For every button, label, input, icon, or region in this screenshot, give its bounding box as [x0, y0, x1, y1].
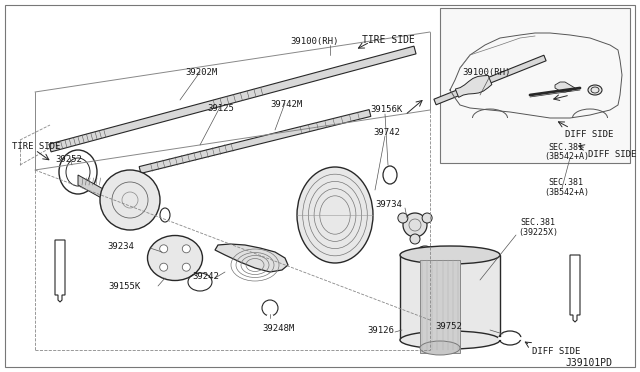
Circle shape: [182, 245, 190, 253]
Text: 39202M: 39202M: [185, 68, 217, 77]
Circle shape: [182, 263, 190, 271]
Polygon shape: [215, 244, 288, 272]
Bar: [440, 8, 630, 163]
Text: 39156K: 39156K: [370, 105, 403, 114]
Text: SEC.381: SEC.381: [548, 143, 583, 152]
Ellipse shape: [420, 341, 460, 355]
Ellipse shape: [59, 150, 97, 194]
Ellipse shape: [588, 85, 602, 95]
Text: 39248M: 39248M: [262, 324, 294, 333]
Text: J39101PD: J39101PD: [565, 358, 612, 368]
Polygon shape: [434, 55, 546, 105]
Text: (3B542+A): (3B542+A): [544, 188, 589, 197]
Ellipse shape: [147, 235, 202, 280]
Circle shape: [398, 213, 408, 223]
Text: 39234: 39234: [107, 242, 134, 251]
Text: TIRE SIDE: TIRE SIDE: [12, 142, 60, 151]
Polygon shape: [570, 255, 580, 322]
Text: 39100(RH): 39100(RH): [290, 37, 339, 46]
Text: 39252: 39252: [55, 155, 82, 164]
Text: 39100(RH): 39100(RH): [462, 68, 510, 77]
Ellipse shape: [400, 331, 500, 349]
Circle shape: [100, 170, 160, 230]
Bar: [400, 255, 500, 340]
Text: 39752: 39752: [435, 322, 462, 331]
Text: 39155K: 39155K: [108, 282, 140, 291]
Circle shape: [422, 213, 432, 223]
Polygon shape: [78, 175, 105, 200]
Text: (3B542+A): (3B542+A): [544, 152, 589, 161]
Text: TIRE SIDE: TIRE SIDE: [362, 35, 415, 45]
Text: DIFF SIDE: DIFF SIDE: [588, 150, 636, 159]
Text: 39734: 39734: [375, 200, 402, 209]
Text: 39126: 39126: [367, 326, 394, 335]
Polygon shape: [555, 82, 575, 92]
Circle shape: [160, 263, 168, 271]
Text: (39225X): (39225X): [518, 228, 558, 237]
Text: SEC.381: SEC.381: [548, 178, 583, 187]
Polygon shape: [139, 110, 371, 173]
Text: DIFF SIDE: DIFF SIDE: [532, 347, 580, 356]
Polygon shape: [49, 46, 416, 152]
Text: SEC.381: SEC.381: [520, 218, 555, 227]
Circle shape: [410, 234, 420, 244]
Circle shape: [403, 213, 427, 237]
Ellipse shape: [400, 246, 500, 264]
Text: DIFF SIDE: DIFF SIDE: [565, 130, 613, 139]
Polygon shape: [55, 240, 65, 302]
Polygon shape: [455, 76, 492, 97]
Circle shape: [160, 245, 168, 253]
Text: 39742: 39742: [373, 128, 400, 137]
Text: 39242: 39242: [192, 272, 219, 281]
Ellipse shape: [297, 167, 373, 263]
Text: 39742M: 39742M: [270, 100, 302, 109]
Bar: [420, 260, 460, 353]
Text: 39125: 39125: [207, 104, 234, 113]
